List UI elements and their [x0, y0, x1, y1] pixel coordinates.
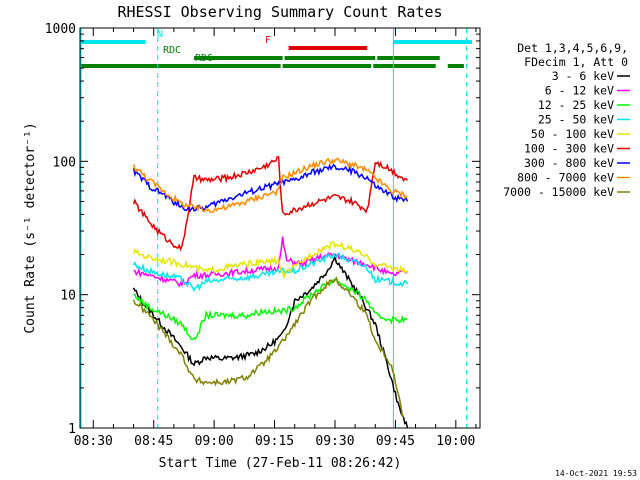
x-tick-label-1: 08:45 — [134, 434, 173, 449]
flag-bars: N F RDC RD6 — [80, 29, 472, 68]
legend-label-7: 800 - 7000 keV — [517, 171, 614, 185]
legend-label-1: 6 - 12 keV — [545, 84, 614, 98]
series-line-8 — [132, 276, 405, 418]
x-axis-ticks: 08:30 08:45 09:00 09:15 09:30 09:45 10:00 — [74, 28, 477, 449]
flag-n-label: N — [157, 29, 163, 40]
x-axis-label: Start Time (27-Feb-11 08:26:42) — [159, 456, 402, 471]
x-tick-label-6: 10:00 — [436, 434, 475, 449]
legend-header-0: Det 1,3,4,5,6,9, — [517, 41, 628, 55]
x-tick-label-2: 09:00 — [195, 434, 234, 449]
y-tick-label-3: 1000 — [45, 22, 76, 37]
chart-title: RHESSI Observing Summary Count Rates — [117, 3, 442, 21]
legend-label-8: 7000 - 15000 keV — [503, 185, 614, 199]
x-tick-label-3: 09:15 — [255, 434, 294, 449]
legend-label-6: 300 - 800 keV — [524, 156, 614, 170]
x-tick-label-0: 08:30 — [74, 434, 113, 449]
legend-label-4: 50 - 100 keV — [531, 127, 614, 141]
flag-rdc-label: RDC — [163, 45, 181, 56]
x-tick-label-4: 09:30 — [315, 434, 354, 449]
legend-label-3: 25 - 50 keV — [538, 113, 614, 127]
legend: Det 1,3,4,5,6,9,FDecim 1, Att 03 - 6 keV… — [503, 41, 630, 199]
legend-header-1: FDecim 1, Att 0 — [524, 55, 628, 69]
timestamp: 14-Oct-2021 19:53 — [555, 469, 637, 478]
y-axis-ticks: 1 10 100 1000 — [45, 22, 480, 437]
series-line-6 — [132, 163, 409, 213]
series-line-3 — [132, 252, 409, 293]
y-axis-label: Count Rate (s⁻¹ detector⁻¹) — [23, 122, 38, 333]
series-line-5 — [132, 156, 409, 252]
series-line-4 — [132, 241, 408, 280]
legend-label-0: 3 - 6 keV — [552, 69, 614, 83]
series-lines — [132, 156, 409, 429]
flag-rd6-label: RD6 — [195, 53, 213, 64]
x-tick-label-5: 09:45 — [376, 434, 415, 449]
series-line-0 — [132, 253, 409, 429]
plot-frame — [79, 27, 481, 429]
legend-label-2: 12 - 25 keV — [538, 98, 614, 112]
flag-f-label: F — [265, 35, 271, 46]
series-line-2 — [133, 277, 408, 341]
attenuator-lines — [80, 28, 468, 428]
legend-label-5: 100 - 300 keV — [524, 142, 614, 156]
y-tick-label-0: 1 — [68, 422, 76, 437]
y-tick-label-2: 100 — [53, 155, 76, 170]
series-line-7 — [132, 157, 408, 213]
y-tick-label-1: 10 — [60, 289, 76, 304]
